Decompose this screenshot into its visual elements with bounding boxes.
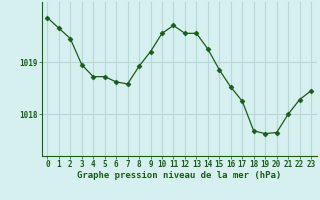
X-axis label: Graphe pression niveau de la mer (hPa): Graphe pression niveau de la mer (hPa) [77,171,281,180]
